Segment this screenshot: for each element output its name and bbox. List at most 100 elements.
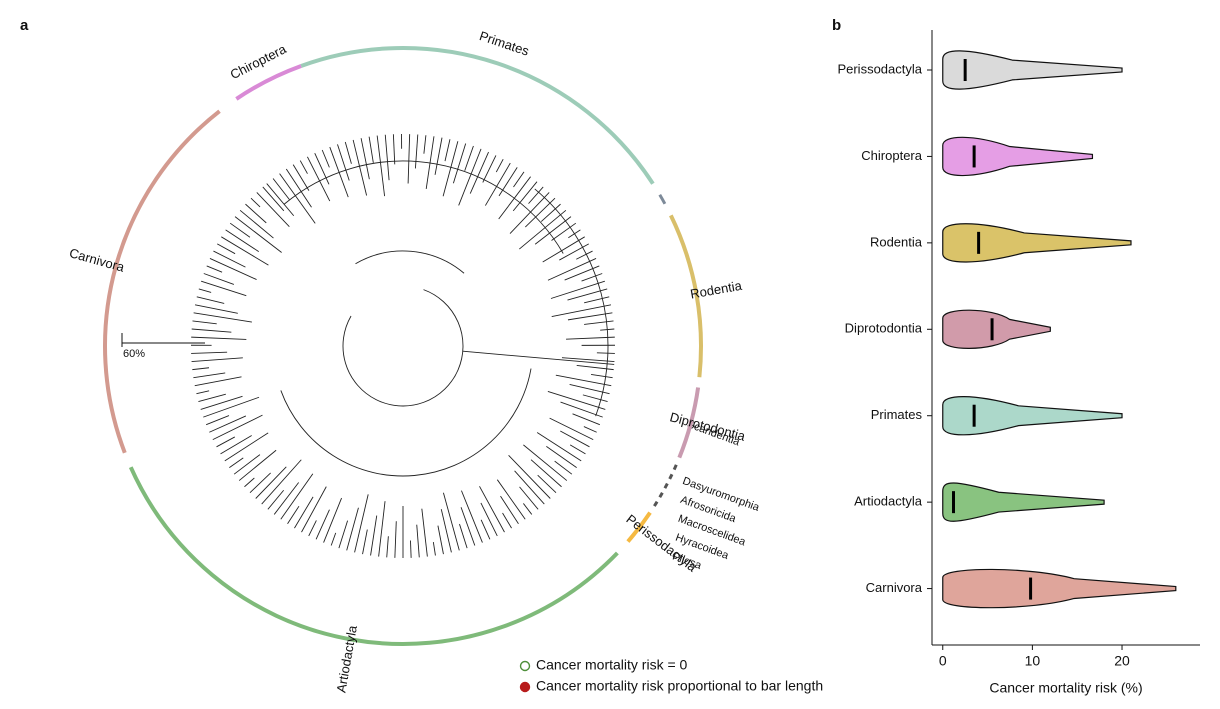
tree-branch: [480, 502, 498, 537]
clade-arc: [103, 109, 221, 454]
tree-branch: [250, 197, 261, 208]
tree-branch: [266, 183, 295, 217]
clade-arc: [235, 64, 302, 101]
tree-branch: [434, 137, 443, 175]
tree-branch: [528, 186, 544, 204]
tree-branch: [337, 144, 350, 181]
legend-label: Cancer mortality risk = 0: [536, 657, 688, 673]
tree-branch: [261, 459, 302, 505]
tree-branch: [498, 167, 518, 197]
tree-branch: [523, 444, 568, 481]
panel-letter: b: [832, 17, 841, 34]
tree-branch: [205, 415, 230, 426]
tree-branch: [292, 164, 310, 191]
tree-branch: [569, 444, 586, 455]
tree-branch: [203, 273, 235, 285]
tree-branch: [294, 496, 314, 529]
tree-branch: [546, 446, 577, 468]
tree-branch: [496, 479, 526, 520]
tree-branch: [262, 186, 285, 212]
tree-branch: [459, 523, 468, 549]
tree-branch: [566, 336, 615, 340]
tree-branch: [549, 417, 594, 441]
tree-branch: [206, 265, 223, 273]
tree-branch: [267, 489, 285, 510]
tree-branch: [224, 432, 269, 462]
tree-branch: [554, 460, 573, 475]
violin: [942, 482, 1105, 522]
tree-branch: [193, 372, 226, 379]
tree-branch: [437, 525, 444, 555]
tree-branch: [509, 192, 550, 234]
tree-branch: [191, 351, 228, 354]
clade-arc: [128, 466, 619, 646]
violin: [942, 396, 1123, 436]
legend-symbol: [519, 660, 531, 672]
tree-branch: [464, 145, 474, 171]
tree-branch: [352, 139, 368, 196]
tree-branch: [502, 512, 512, 529]
tree-branch: [244, 477, 255, 488]
tree-branch: [234, 216, 282, 253]
tree-branch: [212, 414, 263, 441]
tree-branch: [329, 146, 349, 198]
tree-branch: [221, 236, 269, 266]
tree-branch: [192, 320, 217, 325]
tree-branch: [392, 134, 396, 165]
category-label: Perissodactyla: [837, 61, 922, 76]
category-label: Artiodactyla: [854, 494, 923, 509]
tree-branch: [191, 336, 247, 340]
tree-branch: [193, 312, 252, 323]
tree-branch: [220, 435, 252, 455]
tree-branch: [572, 413, 601, 426]
tree-branch: [321, 149, 330, 168]
clade-label: Rodentia: [689, 278, 744, 302]
tree-branch: [536, 432, 582, 462]
category-label: Rodentia: [870, 234, 923, 249]
violin: [942, 50, 1123, 90]
tree-branch: [469, 151, 489, 194]
clade-arc: [672, 464, 678, 471]
tree-branch: [216, 436, 236, 448]
tree-branch: [200, 395, 243, 410]
clade-arc: [626, 511, 652, 543]
tree-branch: [196, 296, 225, 304]
tree-branch: [461, 490, 483, 543]
clade-arc: [658, 193, 667, 205]
tree-branch: [194, 376, 242, 387]
tree-branch: [198, 393, 226, 403]
tree-branch: [245, 203, 267, 224]
tree-branch: [386, 536, 389, 558]
clade-arc: [677, 387, 701, 459]
tree-branch: [362, 529, 368, 555]
tree-branch: [547, 258, 597, 281]
tree-branch: [213, 250, 246, 268]
tree-branch: [198, 288, 212, 293]
scale-label: 60%: [123, 348, 145, 360]
tree-branch: [338, 520, 349, 549]
panel-letter: a: [20, 17, 29, 34]
tree-branch: [191, 357, 243, 362]
tree-branch: [279, 173, 316, 224]
x-tick-label: 10: [1025, 653, 1041, 669]
tree-branch: [280, 368, 532, 477]
violin: [942, 309, 1051, 349]
tree-branch: [330, 532, 337, 546]
phylogeny: [190, 134, 616, 558]
tree-branch: [560, 430, 590, 448]
clade-label: Diprotodontia: [668, 409, 747, 444]
clade-arc: [658, 492, 664, 499]
tree-branch: [299, 160, 308, 174]
tree-branch: [323, 497, 342, 543]
tree-branch: [514, 470, 545, 505]
tree-branch: [482, 155, 497, 183]
tree-branch: [229, 222, 251, 238]
x-tick-label: 20: [1114, 653, 1130, 669]
tree-branch: [440, 509, 452, 553]
tree-branch: [547, 390, 606, 410]
tree-branch: [540, 203, 561, 222]
tree-branch: [354, 494, 369, 553]
clade-arc: [300, 46, 655, 185]
tree-branch: [283, 160, 564, 254]
tree-branch: [191, 328, 232, 333]
